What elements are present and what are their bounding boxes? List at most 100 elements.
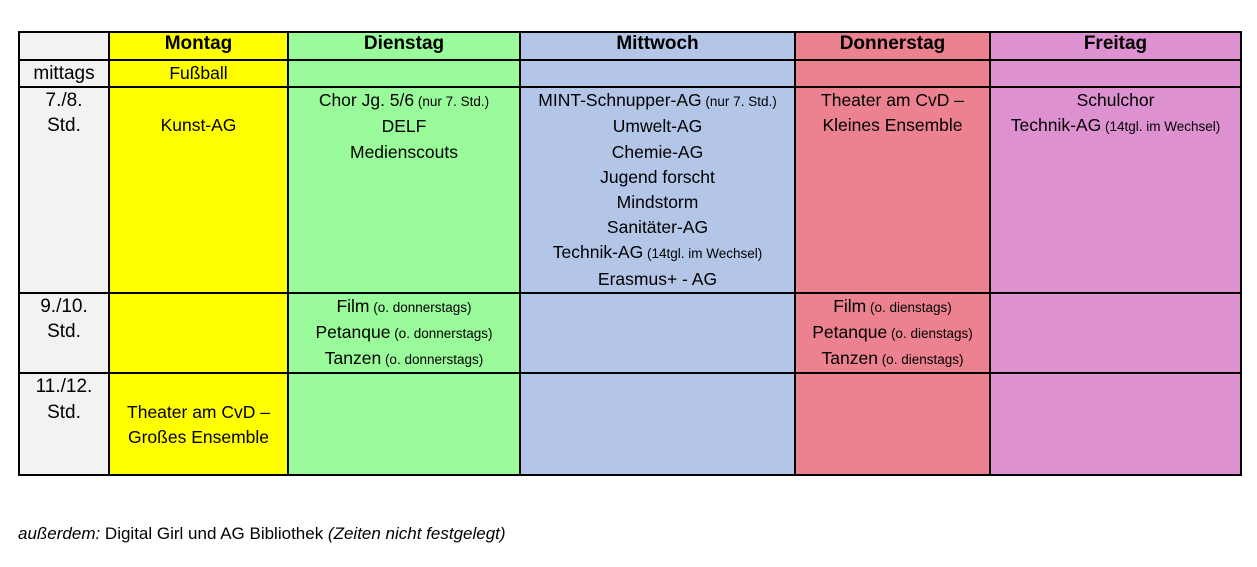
activity-line: Petanque (o. donnerstags) [290,320,518,346]
cell-friday-row0 [989,58,1242,89]
activity-line: Umwelt-AG [522,114,793,139]
activity-line [111,89,286,113]
activity-name: Petanque [315,322,391,343]
activity-name: DELF [381,116,427,137]
table-row: mittags Fußball [18,58,1242,89]
activity-line: Kunst-AG [111,113,286,138]
activity-line: Theater am CvD – [111,400,286,425]
table-row: 9./10. Std. Film (o. donnerstags) Petanque … [18,291,1242,375]
activity-line: Medienscouts [290,140,518,165]
time-label: 9./10. Std. [18,291,110,375]
column-header-thursday: Donnerstag [794,31,991,61]
activity-name: Mindstorm [616,192,699,213]
activity-name: Theater am CvD – [821,90,964,111]
ag-schedule-table: Montag Dienstag Mittwoch Donnerstag Freitag … [18,31,1242,477]
activity-line: Chemie-AG [522,140,793,165]
cell-wednesday-row1: MINT-Schnupper-AG (nur 7. Std.) Umwelt-AG… [519,86,796,294]
cell-thursday-row0 [794,58,991,89]
cell-tuesday-row0 [287,58,521,89]
activity-name: Medienscouts [350,141,458,162]
corner-cell [18,31,110,61]
footer-note: außerdem: Digital Girl und AG Bibliothek… [18,523,506,545]
activity-note: (nur 7. Std.) [701,94,777,110]
table-header: Montag Dienstag Mittwoch Donnerstag Freitag [18,31,1242,61]
activity-name: Chor Jg. 5/6 [318,90,415,111]
activity-line [111,375,286,399]
activity-note: (o. dienstags) [866,299,952,315]
activity-name: MINT-Schnupper-AG [538,90,702,111]
activity-line: Theater am CvD – [797,89,988,113]
time-label: 7./8. Std. [18,86,110,294]
activity-note: (o. donnerstags) [381,352,484,368]
column-header-friday: Freitag [989,31,1242,61]
cell-wednesday-row3 [519,372,796,477]
cell-thursday-row2: Film (o. dienstags) Petanque (o. dienstag… [794,291,991,375]
cell-friday-row3 [989,372,1242,477]
activity-line: Mindstorm [522,190,793,215]
activity-name: Petanque [812,322,888,343]
table-body: mittags Fußball 7./8. Std. Kunst-AG Chor Jg. … [18,58,1242,477]
activity-note: (14tgl. im Wechsel) [643,246,763,262]
table-row: 7./8. Std. Kunst-AG Chor Jg. 5/6 (nur 7. St… [18,86,1242,294]
cell-wednesday-row0 [519,58,796,89]
cell-tuesday-row2: Film (o. donnerstags) Petanque (o. donner… [287,291,521,375]
cell-monday-row3: Theater am CvD – Großes Ensemble [108,372,289,477]
activity-line: Jugend forscht [522,165,793,190]
activity-line: Technik-AG (14tgl. im Wechsel) [522,240,793,266]
time-label-line: mittags [33,63,95,84]
activity-line: Tanzen (o. donnerstags) [290,346,518,371]
activity-line: DELF [290,114,518,139]
activity-line: Erasmus+ - AG [522,267,793,291]
cell-tuesday-row3 [287,372,521,477]
footer-suffix: (Zeiten nicht festgelegt) [327,524,506,543]
table-row: 11./12. Std. Theater am CvD – Großes Ensemb… [18,372,1242,477]
activity-line: Tanzen (o. dienstags) [797,346,988,371]
cell-thursday-row1: Theater am CvD – Kleines Ensemble [794,86,991,294]
activity-name: Jugend forscht [600,166,715,187]
cell-friday-row1: Schulchor Technik-AG (14tgl. im Wechsel) [989,86,1242,294]
cell-friday-row2 [989,291,1242,375]
time-label: 11./12. Std. [18,372,110,477]
activity-name: Umwelt-AG [612,116,703,137]
activity-note: (o. dienstags) [887,326,973,342]
activity-name: Technik-AG [552,242,644,263]
time-label-line: Std. [47,401,81,423]
activity-note: (o. donnerstags) [369,299,472,315]
activity-name: Tanzen [324,348,382,369]
activity-line: Chor Jg. 5/6 (nur 7. Std.) [290,89,518,114]
cell-monday-row2 [108,291,289,375]
time-label-line: Std. [47,321,81,343]
activity-note: (nur 7. Std.) [414,94,490,110]
activity-line: Film (o. donnerstags) [290,295,518,320]
time-label-line: 7./8. [45,90,83,112]
activity-note: (14tgl. im Wechsel) [1101,119,1221,135]
activity-line: Schulchor [992,89,1239,113]
time-label-line: Std. [47,115,81,137]
activity-name: Film [833,295,867,316]
cell-monday-row0: Fußball [108,58,289,89]
activity-line: Technik-AG (14tgl. im Wechsel) [992,113,1239,139]
activity-line: MINT-Schnupper-AG (nur 7. Std.) [522,89,793,114]
activity-note: (o. dienstags) [877,352,964,368]
time-label-line: 9./10. [40,295,88,317]
column-header-wednesday: Mittwoch [519,31,796,61]
activity-name: Schulchor [1076,90,1155,111]
footer-middle: Digital Girl und AG Bibliothek [100,524,328,543]
activity-name: Tanzen [821,348,878,369]
cell-thursday-row3 [794,372,991,477]
time-label-line: 11./12. [35,376,93,398]
header-row: Montag Dienstag Mittwoch Donnerstag Freitag [18,31,1242,61]
footer-prefix: außerdem: [18,524,101,543]
activity-name: Fußball [169,63,228,83]
activity-name: Chemie-AG [611,141,704,162]
activity-name: Kleines Ensemble [822,115,963,136]
cell-monday-row1: Kunst-AG [108,86,289,294]
activity-name: Sanitäter-AG [606,217,709,238]
time-label: mittags [18,58,110,89]
activity-name: Theater am CvD – [127,401,270,422]
activity-name: Film [336,295,370,316]
activity-name: Erasmus+ - AG [597,268,718,289]
column-header-tuesday: Dienstag [287,31,521,61]
column-header-monday: Montag [108,31,289,61]
